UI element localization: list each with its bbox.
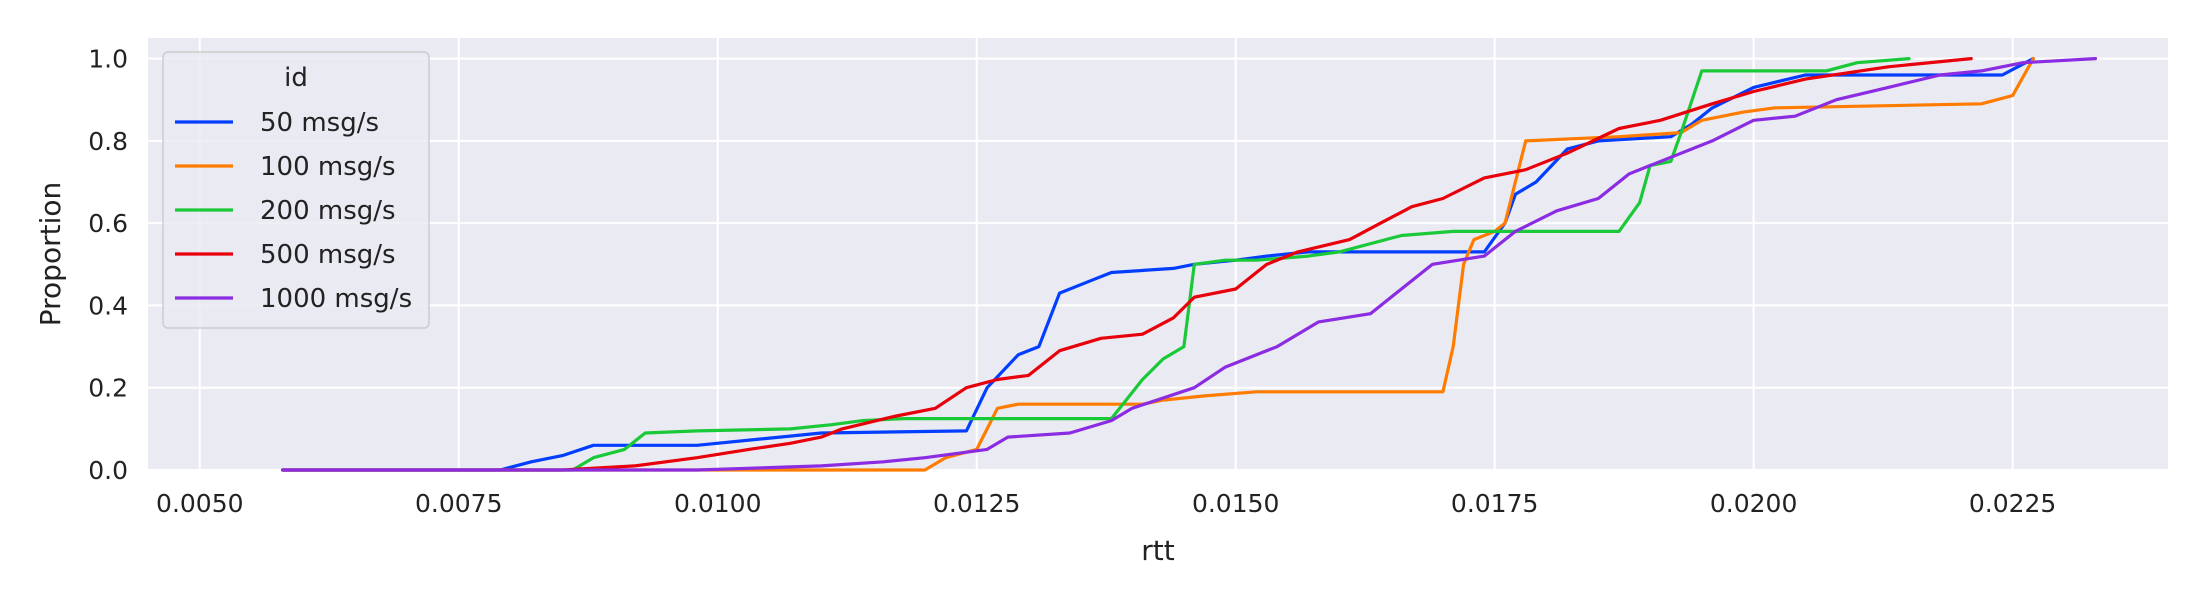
y-tick-label: 0.2: [88, 374, 128, 403]
legend-entry-label: 500 msg/s: [260, 240, 396, 270]
x-tick-label: 0.0225: [1969, 489, 2056, 518]
tick-labels: 0.0050 0.0075 0.0100 0.0125 0.0150 0.0175 0.02…: [88, 45, 2056, 518]
x-tick-label: 0.0100: [674, 489, 761, 518]
y-tick-label: 0.8: [88, 127, 128, 156]
series-line: [281, 57, 2035, 472]
y-tick-label: 0.4: [88, 291, 128, 320]
legend-entry-label: 50 msg/s: [260, 108, 379, 138]
grid-lines: [148, 38, 2168, 471]
plot-area-background: [148, 38, 2168, 470]
series-line: [281, 57, 2098, 472]
legend: id 50 msg/s 100 msg/s 200 msg/s 500 msg/s 10…: [162, 51, 430, 329]
x-tick-label: 0.0150: [1192, 489, 1279, 518]
x-tick-label: 0.0125: [933, 489, 1020, 518]
legend-entry-label: 100 msg/s: [260, 152, 396, 182]
y-tick-label: 1.0: [88, 45, 128, 74]
y-axis-label: Proportion: [34, 182, 67, 326]
legend-entry-label: 200 msg/s: [260, 196, 396, 226]
legend-title: id: [284, 63, 308, 93]
x-tick-label: 0.0175: [1451, 489, 1538, 518]
series-line: [281, 57, 1973, 472]
x-axis-label: rtt: [1141, 534, 1174, 567]
x-tick-label: 0.0075: [415, 489, 502, 518]
y-tick-label: 0.0: [88, 456, 128, 485]
series-lines: [281, 57, 2098, 472]
y-tick-label: 0.6: [88, 209, 128, 238]
x-tick-label: 0.0050: [156, 489, 243, 518]
legend-entry-label: 1000 msg/s: [260, 284, 412, 314]
x-tick-label: 0.0200: [1710, 489, 1797, 518]
